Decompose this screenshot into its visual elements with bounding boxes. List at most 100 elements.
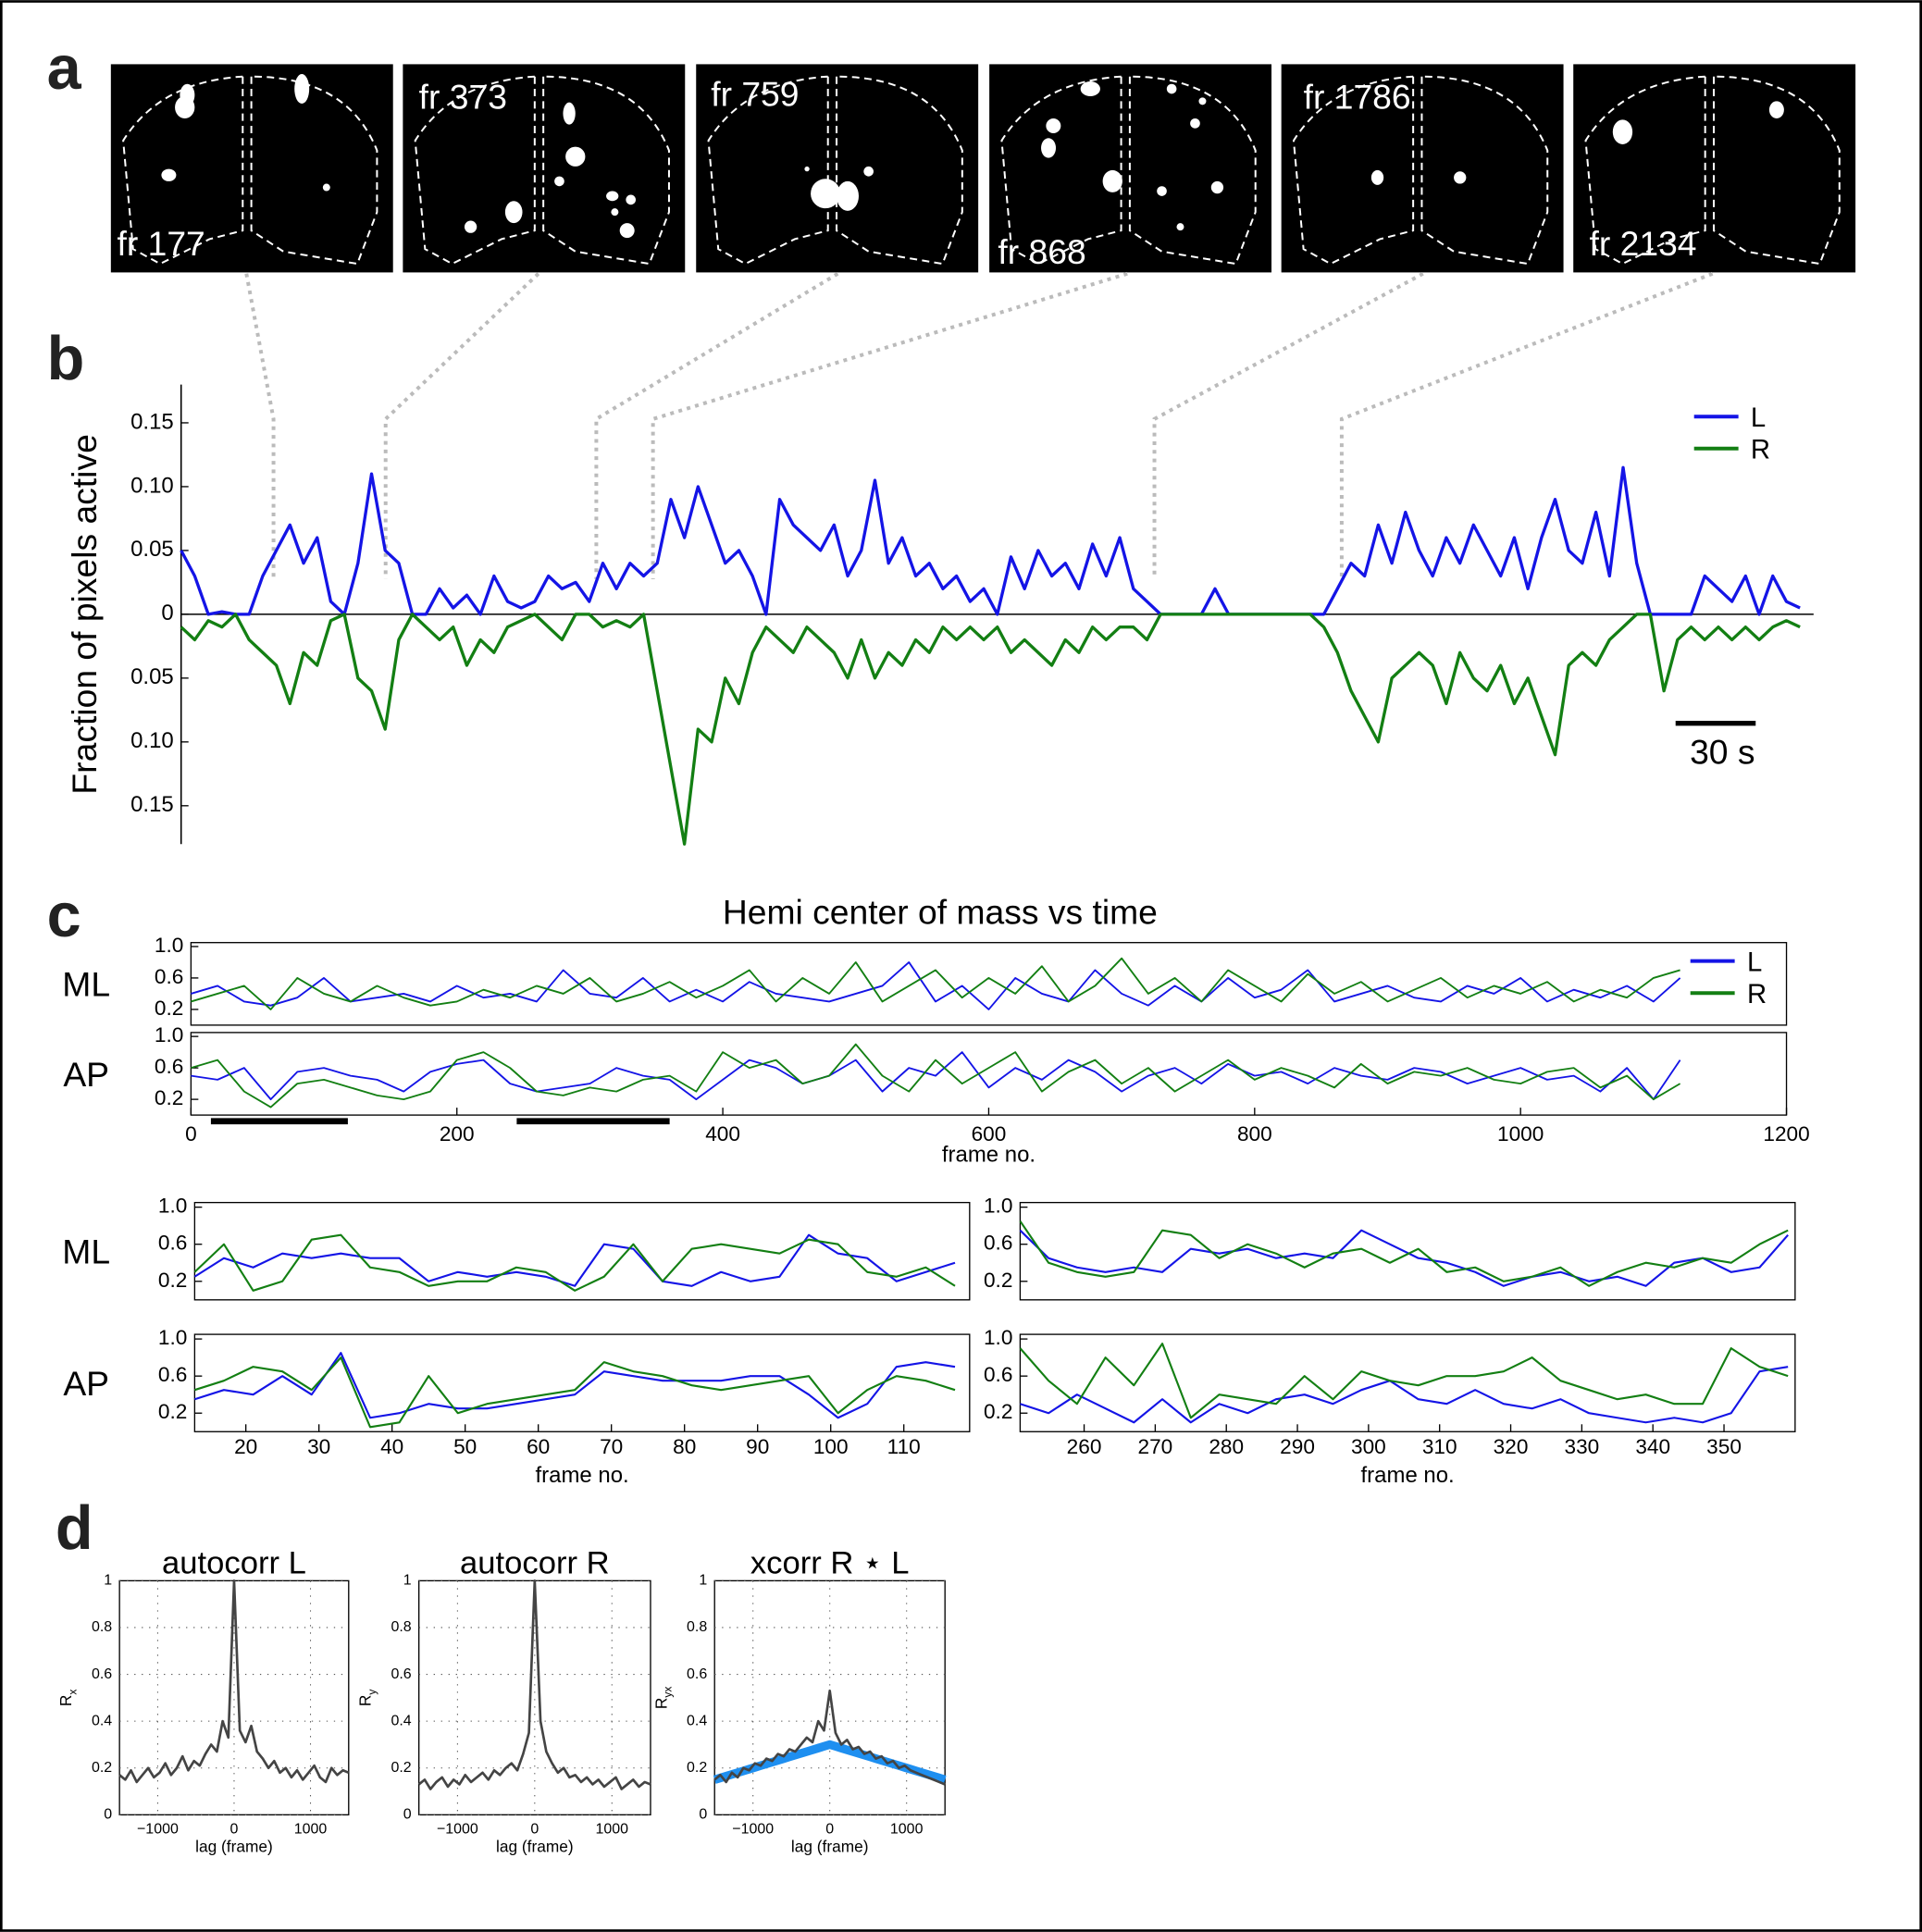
data-line bbox=[191, 1051, 1681, 1101]
data-line bbox=[1019, 1220, 1789, 1287]
y-tick-label: 1.0 bbox=[158, 1195, 187, 1218]
y-tick-label: 0.05 bbox=[130, 537, 174, 562]
x-tick-label: 320 bbox=[1494, 1435, 1529, 1458]
axes-frame bbox=[1019, 1333, 1796, 1432]
data-line bbox=[191, 957, 1680, 1010]
x-tick-label: 260 bbox=[1067, 1435, 1102, 1458]
y-tick-label: 0.2 bbox=[158, 1400, 187, 1423]
connector bbox=[651, 271, 1128, 579]
legend-label: R bbox=[1751, 434, 1770, 464]
panel-letter: b bbox=[47, 325, 85, 393]
data-line bbox=[1020, 1366, 1789, 1424]
x-tick-label: 0 bbox=[230, 1821, 239, 1837]
active-region bbox=[1041, 138, 1057, 158]
x-axis-label: lag (frame) bbox=[791, 1837, 869, 1855]
x-tick-label: 1000 bbox=[596, 1821, 629, 1837]
x-tick-label: 1000 bbox=[1497, 1122, 1544, 1146]
y-tick-label: 0.6 bbox=[984, 1363, 1012, 1386]
left-hemisphere-outline bbox=[122, 75, 244, 266]
data-line bbox=[180, 613, 1801, 846]
y-tick-label: 1.0 bbox=[984, 1326, 1012, 1349]
x-tick-label: 300 bbox=[1351, 1435, 1386, 1458]
y-axis-label-subscript: x bbox=[67, 1690, 80, 1695]
frame-image: fr 177 bbox=[110, 64, 393, 273]
x-tick-label: 70 bbox=[600, 1435, 623, 1458]
y-tick-label: 0.4 bbox=[92, 1713, 112, 1728]
y-tick-label: 0 bbox=[161, 601, 173, 625]
y-tick-label: 1 bbox=[104, 1573, 112, 1589]
right-hemisphere-outline bbox=[250, 75, 378, 266]
x-tick-label: −1000 bbox=[732, 1821, 774, 1837]
active-region bbox=[863, 166, 874, 177]
x-tick-label: 600 bbox=[972, 1122, 1007, 1146]
y-tick-label: 0.2 bbox=[158, 1269, 187, 1292]
x-tick-label: 350 bbox=[1706, 1435, 1742, 1458]
connector bbox=[1339, 271, 1714, 579]
chart-title: autocorr L bbox=[162, 1545, 306, 1580]
right-hemisphere-outline bbox=[542, 75, 670, 266]
active-region bbox=[619, 223, 635, 239]
x-tick-label: 1000 bbox=[890, 1821, 924, 1837]
active-region bbox=[1768, 101, 1784, 118]
y-tick-label: 1 bbox=[699, 1573, 707, 1589]
data-line bbox=[118, 1579, 350, 1784]
y-tick-label: 0.8 bbox=[391, 1619, 411, 1635]
data-line bbox=[191, 961, 1681, 1010]
x-tick-label: 0 bbox=[825, 1821, 834, 1837]
x-tick-label: −1000 bbox=[137, 1821, 179, 1837]
y-tick-label: 0.6 bbox=[158, 1363, 187, 1386]
y-axis-label: ML bbox=[62, 965, 110, 1004]
y-tick-label: 0.15 bbox=[130, 409, 174, 434]
left-hemisphere-outline bbox=[1584, 75, 1706, 266]
right-hemisphere-outline bbox=[1420, 75, 1549, 266]
frame-label: fr 373 bbox=[419, 77, 507, 116]
active-region bbox=[1370, 169, 1384, 185]
data-line bbox=[713, 1689, 946, 1786]
data-line bbox=[1019, 1343, 1789, 1419]
y-tick-label: 0.2 bbox=[687, 1760, 707, 1776]
legend-label: L bbox=[1747, 947, 1762, 977]
y-tick-label: 0.2 bbox=[155, 997, 183, 1020]
x-axis-label: frame no. bbox=[1361, 1463, 1455, 1488]
frame-label: fr 2134 bbox=[1590, 224, 1697, 263]
x-tick-label: 20 bbox=[234, 1435, 257, 1458]
y-axis-label-main: R bbox=[356, 1695, 375, 1707]
frame-label: fr 868 bbox=[998, 232, 1085, 271]
legend-label: R bbox=[1747, 979, 1767, 1009]
y-tick-label: 0.10 bbox=[130, 728, 174, 753]
y-tick-label: 0.2 bbox=[984, 1269, 1012, 1292]
x-tick-label: 80 bbox=[673, 1435, 696, 1458]
x-tick-label: 0 bbox=[185, 1122, 197, 1146]
data-line bbox=[193, 1233, 956, 1292]
y-tick-label: 0 bbox=[104, 1807, 112, 1823]
active-region bbox=[464, 220, 477, 233]
axes-frame bbox=[193, 1201, 971, 1301]
x-tick-label: 60 bbox=[527, 1435, 550, 1458]
frame-label: fr 759 bbox=[711, 75, 799, 114]
connector bbox=[244, 273, 276, 579]
active-region bbox=[1198, 97, 1207, 105]
y-tick-label: 1.0 bbox=[984, 1195, 1012, 1218]
axes-frame bbox=[1019, 1201, 1796, 1301]
active-region bbox=[294, 74, 310, 105]
x-axis-label: frame no. bbox=[942, 1143, 1035, 1168]
active-region bbox=[175, 96, 195, 118]
data-line bbox=[193, 1233, 956, 1287]
y-axis-label-subscript: y bbox=[366, 1690, 378, 1695]
active-region bbox=[1210, 180, 1224, 194]
active-region bbox=[804, 166, 810, 172]
frame-image: fr 2134 bbox=[1573, 64, 1856, 273]
x-tick-label: 200 bbox=[440, 1122, 475, 1146]
active-region bbox=[611, 208, 619, 217]
y-tick-label: 0.6 bbox=[391, 1666, 411, 1682]
x-tick-label: 330 bbox=[1564, 1435, 1599, 1458]
frame-image: fr 373 bbox=[403, 64, 686, 273]
x-tick-label: 270 bbox=[1138, 1435, 1173, 1458]
left-hemisphere-outline bbox=[414, 75, 536, 266]
panel-letter: c bbox=[47, 882, 81, 950]
active-region bbox=[1454, 171, 1467, 184]
y-tick-label: 0.2 bbox=[155, 1086, 183, 1109]
chart-title: xcorr R ⋆ L bbox=[750, 1545, 910, 1580]
active-region bbox=[554, 176, 564, 187]
